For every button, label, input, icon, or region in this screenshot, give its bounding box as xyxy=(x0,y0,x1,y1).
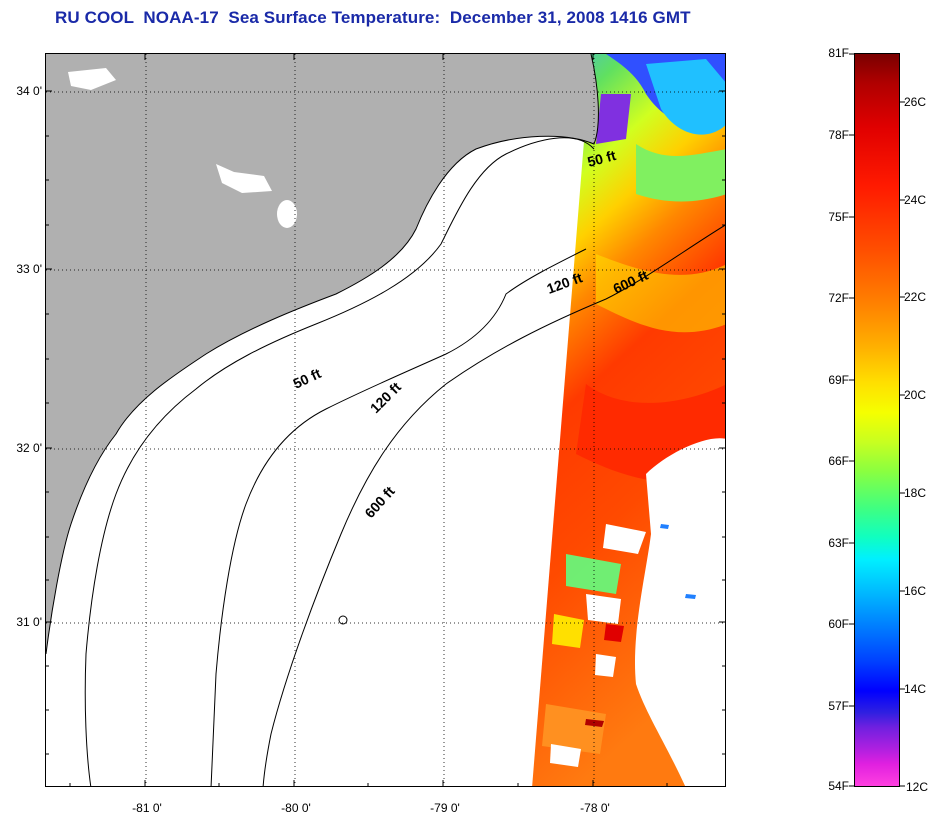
map-title: RU COOL NOAA-17 Sea Surface Temperature:… xyxy=(55,8,691,27)
colorbar-f-label: 69F xyxy=(828,373,849,387)
sst-map-canvas: 50 ft 120 ft 600 ft 50 ft 120 ft 600 ft xyxy=(46,54,725,786)
lat-label-33: 33 0' xyxy=(16,262,42,276)
lon-label-79: -79 0' xyxy=(430,801,460,815)
colorbar-c-label: 14C xyxy=(904,682,927,696)
colorbar-f-label: 54F xyxy=(828,779,849,793)
contour-50ft xyxy=(84,137,595,786)
colorbar-f-label: 78F xyxy=(828,128,849,142)
lat-label-34: 34 0' xyxy=(16,84,42,98)
graticule xyxy=(46,54,725,786)
colorbar-f-label: 72F xyxy=(828,291,849,305)
seamount-contour xyxy=(338,615,348,625)
colorbar-f-label: 60F xyxy=(828,617,849,631)
colorbar-c-label: 12C xyxy=(906,780,929,794)
lat-label-32: 32 0' xyxy=(16,441,42,455)
colorbar-c-label: 18C xyxy=(904,486,927,500)
sst-map[interactable]: 50 ft 120 ft 600 ft 50 ft 120 ft 600 ft xyxy=(45,53,726,787)
lon-label-81: -81 0' xyxy=(132,801,162,815)
colorbar-c-label: 16C xyxy=(904,584,927,598)
colorbar-f-label: 63F xyxy=(828,536,849,550)
colorbar-ticks xyxy=(849,53,905,787)
colorbar-c-label: 20C xyxy=(904,388,927,402)
lat-label-31: 31 0' xyxy=(16,615,42,629)
contour-600ft xyxy=(262,224,725,786)
colorbar-c-label: 22C xyxy=(904,290,927,304)
lon-label-80: -80 0' xyxy=(281,801,311,815)
contour-120ft xyxy=(210,248,587,786)
colorbar-f-label: 66F xyxy=(828,454,849,468)
colorbar-c-label: 24C xyxy=(904,193,927,207)
coastline xyxy=(46,54,599,655)
colorbar-f-label: 81F xyxy=(828,46,849,60)
inland-water xyxy=(46,68,297,729)
colorbar-c-label: 26C xyxy=(904,95,927,109)
colorbar-f-label: 75F xyxy=(828,210,849,224)
contour-label-50ft-north: 50 ft xyxy=(586,147,618,170)
lon-label-78: -78 0' xyxy=(580,801,610,815)
temperature-colorbar xyxy=(854,53,900,787)
land-mass xyxy=(46,54,599,654)
colorbar-f-label: 57F xyxy=(828,699,849,713)
